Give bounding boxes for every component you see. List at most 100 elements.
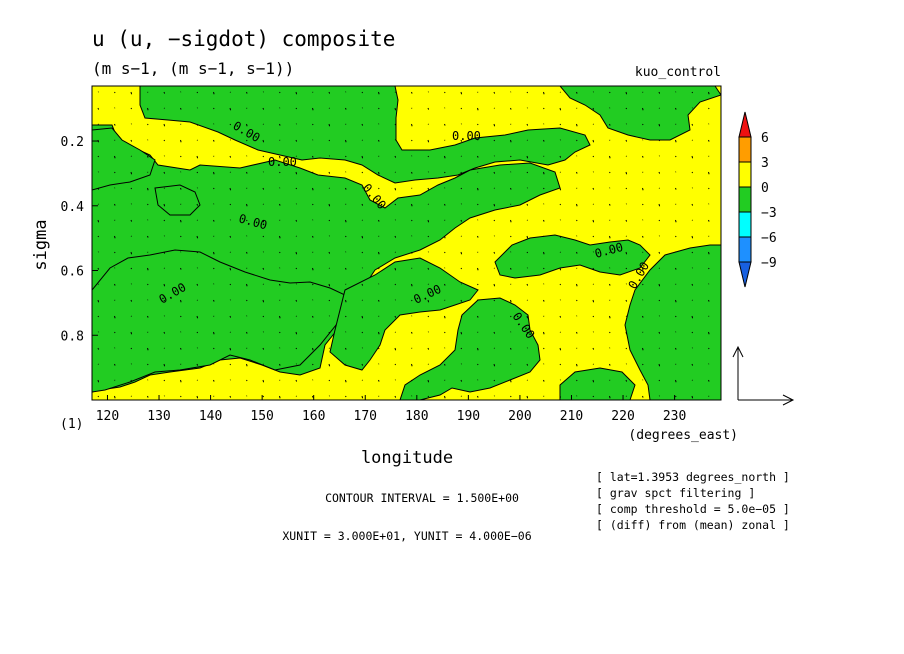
- vector-arrow: [180, 107, 182, 110]
- vector-arrow: [130, 91, 133, 95]
- negative-region: [399, 297, 541, 400]
- negative-region: [559, 367, 636, 400]
- vector-arrow: [609, 331, 611, 334]
- x-tick-label: 230: [663, 409, 686, 424]
- x-tick-label: 130: [147, 409, 170, 424]
- vector-arrow: [345, 155, 347, 158]
- vector-arrow: [394, 395, 397, 398]
- vector-arrow: [130, 107, 133, 110]
- vector-arrow: [493, 139, 496, 142]
- vector-arrow: [708, 187, 710, 190]
- vector-arrow: [312, 123, 314, 126]
- vector-arrow: [691, 171, 694, 174]
- vector-arrow: [510, 219, 512, 223]
- x-tick-label: 180: [405, 409, 428, 424]
- vector-arrow: [97, 139, 100, 143]
- vector-arrow: [229, 315, 232, 318]
- contour-field: [92, 86, 721, 400]
- vector-arrow: [163, 299, 166, 302]
- vector-arrow: [279, 251, 281, 254]
- vector-arrow: [460, 91, 463, 95]
- vector-arrow: [279, 171, 281, 174]
- vector-arrow: [328, 139, 331, 142]
- vector-arrow: [493, 283, 496, 287]
- vector-arrow: [658, 379, 661, 382]
- vector-arrow: [246, 139, 248, 142]
- vector-arrow: [361, 171, 364, 174]
- vector-arrow: [708, 107, 710, 110]
- vector-arrow: [229, 395, 232, 398]
- vector-arrow: [229, 283, 232, 286]
- vector-arrow: [675, 347, 677, 350]
- vector-arrow: [460, 187, 463, 190]
- vector-arrow: [592, 187, 595, 190]
- vector-arrow: [361, 363, 364, 366]
- vector-arrow: [411, 171, 413, 174]
- vector-arrow: [130, 171, 133, 175]
- vector-arrow: [708, 251, 710, 255]
- vector-arrow: [295, 139, 298, 142]
- y-axis-label: sigma: [31, 219, 51, 270]
- vector-arrow: [196, 171, 199, 174]
- vector-arrow: [262, 235, 265, 238]
- vector-arrow: [675, 107, 677, 110]
- vector-arrow: [345, 187, 347, 190]
- vector-arrow: [642, 395, 644, 398]
- vector-arrow: [262, 219, 265, 223]
- vector-arrow: [427, 267, 430, 270]
- vector-arrow: [559, 235, 562, 238]
- vector-arrow: [427, 315, 430, 318]
- vector-arrow: [361, 123, 364, 126]
- vector-arrow: [312, 235, 314, 238]
- vector-arrow: [229, 347, 232, 351]
- vector-arrow: [246, 123, 248, 127]
- vector-arrow: [460, 331, 463, 335]
- vector-arrow: [163, 283, 166, 287]
- vector-arrow: [295, 267, 298, 270]
- vector-arrow: [279, 331, 281, 334]
- vector-arrow: [625, 299, 628, 302]
- vector-arrow: [328, 331, 331, 334]
- colorbar-label: −6: [761, 231, 777, 246]
- vector-units-text: XUNIT = 3.000E+01, YUNIT = 4.000E−06: [282, 529, 531, 543]
- vector-arrow: [163, 219, 166, 222]
- vector-arrow: [411, 139, 413, 142]
- vector-arrow: [196, 315, 199, 319]
- vector-arrow: [196, 395, 199, 399]
- vector-arrow: [295, 379, 298, 382]
- vector-arrow: [543, 379, 545, 382]
- x-tick-label: 200: [508, 409, 531, 424]
- vector-arrow: [675, 299, 677, 303]
- vector-arrow: [543, 91, 545, 95]
- vector-arrow: [361, 203, 364, 206]
- vector-arrow: [378, 107, 380, 110]
- vector-arrow: [427, 219, 430, 223]
- vector-arrow: [312, 283, 314, 286]
- vector-arrow: [427, 107, 430, 110]
- vector-arrow: [427, 235, 430, 238]
- colorbar-segment: [738, 111, 752, 138]
- vector-arrow: [328, 91, 331, 94]
- vector-arrow: [262, 395, 265, 398]
- vector-arrow: [576, 219, 578, 222]
- vector-arrow: [592, 299, 595, 303]
- vector-arrow: [279, 283, 281, 286]
- vector-arrow: [328, 251, 331, 254]
- vector-arrow: [163, 251, 166, 254]
- colorbar-label: 0: [761, 181, 769, 196]
- colorbar-label: 6: [761, 131, 769, 146]
- vector-arrow: [147, 347, 149, 351]
- vector-arrow: [642, 123, 644, 126]
- vector-arrow: [526, 235, 529, 239]
- vector-arrow: [543, 107, 545, 110]
- vector-arrow: [526, 331, 529, 334]
- vector-arrow: [708, 331, 710, 335]
- vector-arrow: [97, 379, 100, 383]
- vector-arrow: [675, 379, 677, 383]
- vector-arrow: [312, 267, 314, 271]
- vector-arrow: [378, 251, 380, 255]
- vector-arrow: [312, 347, 314, 351]
- vector-arrow: [295, 91, 298, 95]
- reference-vector: [732, 345, 795, 406]
- vector-arrow: [180, 347, 182, 350]
